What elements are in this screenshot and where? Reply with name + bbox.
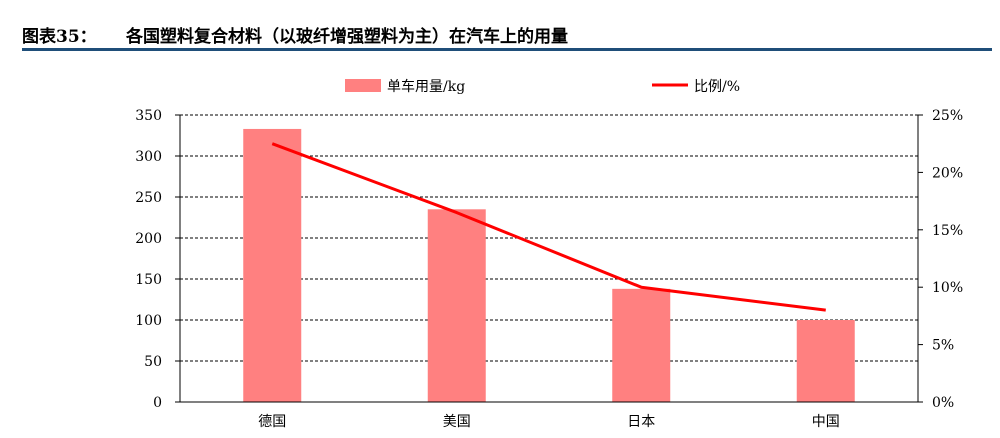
legend: 单车用量/kg 比例/% — [345, 78, 740, 95]
figure-label: 图表35： — [22, 27, 97, 47]
right-tick-label: 0% — [932, 395, 954, 411]
category-label: 德国 — [258, 414, 286, 430]
bar-1 — [427, 209, 486, 402]
left-tick-label: 50 — [144, 354, 162, 370]
right-tick-label: 20% — [932, 165, 963, 181]
bar-0 — [243, 128, 302, 402]
legend-label-bar: 单车用量/kg — [387, 78, 465, 95]
left-tick-label: 350 — [135, 108, 162, 124]
left-axis-ticks: 0 50 100 150 200 250 300 350 — [135, 108, 180, 411]
right-tick-label: 5% — [932, 338, 954, 354]
category-label: 中国 — [812, 414, 840, 430]
ratio-line — [271, 142, 826, 312]
left-tick-label: 300 — [135, 149, 162, 165]
right-axis-ticks: 0% 5% 10% 15% 20% 25% — [918, 108, 963, 411]
legend-swatch-bar — [345, 79, 381, 92]
category-label: 美国 — [443, 414, 471, 430]
axes — [179, 115, 919, 403]
right-tick-label: 10% — [932, 280, 963, 296]
header-divider — [22, 48, 992, 51]
bar-3 — [796, 320, 855, 402]
left-tick-label: 0 — [153, 395, 162, 411]
legend-label-line: 比例/% — [694, 79, 740, 95]
figure-title: 各国塑料复合材料（以玻纤增强塑料为主）在汽车上的用量 — [126, 27, 568, 47]
right-tick-label: 25% — [932, 108, 963, 124]
left-tick-label: 100 — [135, 313, 162, 329]
bar-2 — [612, 288, 671, 402]
category-labels: 德国 美国 日本 中国 — [258, 414, 840, 430]
left-tick-label: 200 — [135, 231, 162, 247]
left-tick-label: 250 — [135, 190, 162, 206]
bars — [243, 128, 855, 402]
right-tick-label: 15% — [932, 223, 963, 239]
category-label: 日本 — [627, 414, 655, 430]
chart: 单车用量/kg 比例/% 0 50 100 150 200 250 300 350 0% 5% 1… — [135, 78, 963, 430]
line-series — [271, 142, 826, 312]
figure-header: 图表35： 各国塑料复合材料（以玻纤增强塑料为主）在汽车上的用量 — [22, 18, 992, 47]
left-tick-label: 150 — [135, 272, 162, 288]
